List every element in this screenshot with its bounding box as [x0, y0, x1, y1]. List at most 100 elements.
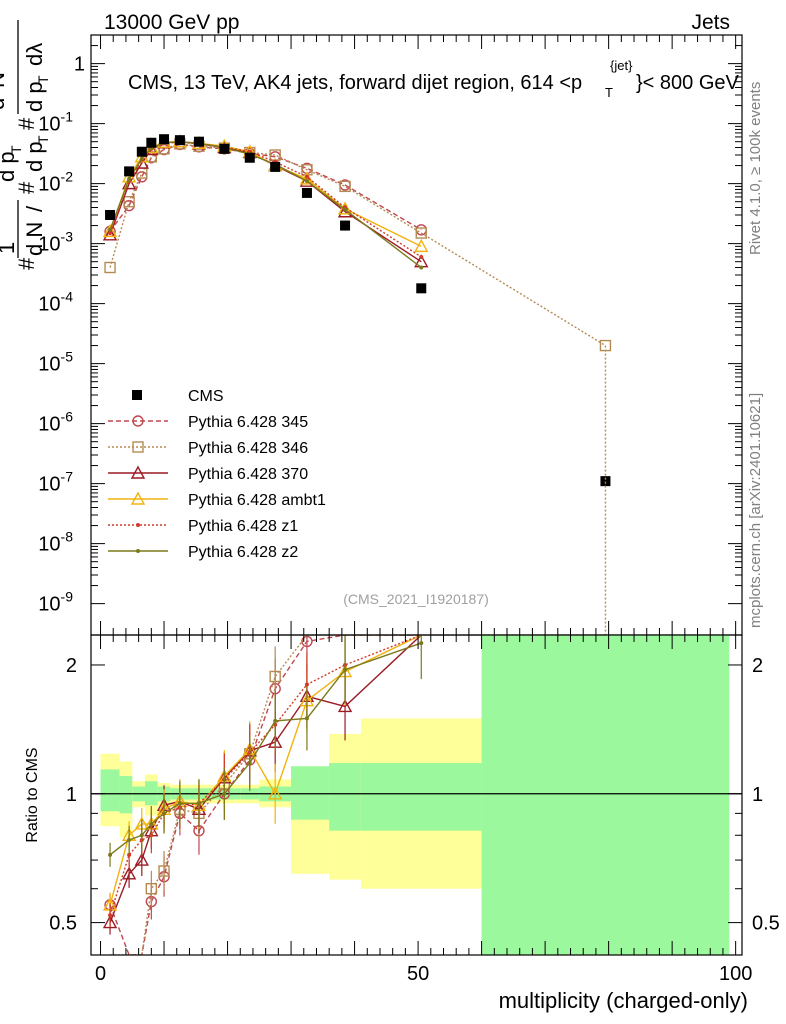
uncertainty-band-inner	[291, 766, 330, 820]
legend-marker-p346	[132, 441, 144, 453]
y-tick-label: 10-1	[38, 109, 73, 136]
ratio-point-z1	[127, 852, 132, 857]
ratio-point-z2	[149, 821, 154, 826]
x-axis-title: multiplicity (charged-only)	[499, 988, 748, 1013]
ratio-point-p346	[158, 865, 170, 877]
svg-text:dλ: dλ	[22, 43, 47, 66]
ratio-point-z2	[222, 791, 227, 796]
ratio-point-p345	[301, 635, 313, 648]
analysis-tag: (CMS_2021_I1920187)	[343, 591, 489, 607]
cms-data-point	[124, 166, 135, 177]
ratio-point-z2	[108, 852, 113, 857]
svg-text:T: T	[35, 135, 51, 144]
cms-data-point	[340, 220, 351, 231]
cms-data-point	[301, 187, 312, 198]
series-point-z2	[343, 207, 348, 212]
x-tick-label: 0	[95, 963, 106, 985]
cms-data-point	[193, 136, 204, 147]
cms-data-point	[159, 134, 170, 145]
header-category: Jets	[691, 11, 730, 34]
svg-text:d N: d N	[22, 222, 47, 256]
ratio-point-p346	[145, 883, 158, 895]
series-point-p370	[121, 176, 137, 190]
cms-data-point	[219, 143, 230, 154]
series-point-p346	[339, 180, 351, 193]
ratio-point-p346	[269, 670, 281, 683]
legend-marker-p345	[132, 415, 144, 427]
ratio-y-tick-label-right: 1	[752, 784, 763, 806]
svg-text:d p: d p	[22, 141, 47, 172]
main-series-group	[102, 134, 612, 635]
ratio-y-tick-label: 2	[66, 655, 77, 677]
ratio-point-z2	[196, 801, 201, 806]
cms-data-point	[244, 152, 255, 163]
svg-text:1: 1	[0, 242, 19, 254]
ratio-axis-ticks	[91, 635, 742, 955]
ratio-y-tick-label: 1	[66, 784, 77, 806]
series-line-p346	[109, 143, 606, 347]
cms-data-point	[416, 283, 427, 294]
ratio-point-z2	[304, 716, 309, 721]
y-tick-label: 10-4	[38, 289, 73, 316]
uncertainty-band-inner	[119, 776, 133, 814]
header-collision: 13000 GeV pp	[104, 11, 239, 34]
series-point-p346	[415, 227, 427, 239]
series-point-z2	[419, 265, 424, 270]
uncertainty-band-inner	[100, 769, 120, 812]
uncertainty-band-inner	[360, 763, 482, 831]
legend-label-cms: CMS	[188, 388, 224, 405]
plot-title: CMS, 13 TeV, AK4 jets, forward dijet reg…	[128, 58, 740, 100]
series-point-ambt1	[337, 201, 353, 215]
series-point-z2	[304, 179, 309, 184]
legend-marker-p370	[130, 465, 146, 479]
series-point-ambt1	[414, 238, 429, 253]
series-point-p370	[102, 227, 118, 241]
plot-title-text: CMS, 13 TeV, AK4 jets, forward dijet reg…	[128, 72, 582, 94]
ratio-point-p370	[337, 698, 353, 713]
svg-text:d: d	[0, 98, 9, 110]
ratio-y-tick-labels: 0.5 0.5 1 1 2 2	[49, 655, 780, 935]
svg-text:T: T	[8, 145, 24, 154]
ratio-point-ambt1	[268, 786, 283, 800]
svg-text:#: #	[14, 181, 39, 194]
legend-label-z2: Pythia 6.428 z2	[188, 544, 298, 561]
series-point-p346	[104, 261, 116, 274]
plot-title-tail: }< 800 GeV	[636, 72, 740, 94]
ratio-point-z2	[162, 811, 167, 816]
y-tick-label: 10-2	[38, 169, 73, 196]
svg-text:/: /	[22, 205, 47, 212]
ratio-y-tick-label-right: 2	[752, 655, 763, 677]
ratio-y-tick-label: 0.5	[49, 913, 77, 935]
y-tick-label: 10-7	[38, 469, 73, 496]
ratio-point-p370	[121, 866, 137, 880]
ratio-point-p370	[134, 852, 149, 866]
series-point-p370	[144, 142, 159, 156]
series-point-z1	[419, 254, 424, 259]
y-tick-label: 10-3	[38, 229, 73, 256]
svg-text:d p: d p	[22, 81, 47, 112]
legend-label-p346: Pythia 6.428 346	[188, 440, 308, 457]
ratio-y-tick-label-right: 0.5	[752, 913, 780, 935]
x-tick-label: 50	[407, 963, 429, 985]
rivet-version-label: Rivet 4.1.0, ≥ 100k events	[747, 82, 764, 255]
ratio-uncertainty-bands	[91, 635, 742, 955]
series-point-p346	[123, 195, 135, 208]
ratio-plot-frame	[90, 634, 743, 956]
y-tick-label: 10-8	[38, 529, 73, 556]
y-tick-label: 10-6	[38, 409, 73, 436]
series-point-z1	[304, 174, 309, 179]
uncertainty-band-inner	[481, 635, 730, 955]
ratio-point-z2	[419, 641, 424, 646]
series-point-p345	[136, 171, 148, 183]
legend-marker-cms	[132, 390, 142, 400]
mcplots-label: mcplots.cern.ch [arXiv:2401.10621]	[747, 393, 764, 628]
svg-text:#: #	[14, 257, 39, 270]
ratio-point-p370	[102, 915, 118, 929]
main-axis-ticks	[91, 35, 742, 635]
ratio-point-z2	[273, 718, 278, 723]
ratio-point-z2	[127, 837, 132, 842]
main-y-axis-title: # 1 d N / # d p T d p T # d 2 N d p T dλ	[0, 20, 51, 270]
legend-label-z1: Pythia 6.428 z1	[188, 518, 298, 535]
plot-title-sub: T	[605, 85, 613, 100]
